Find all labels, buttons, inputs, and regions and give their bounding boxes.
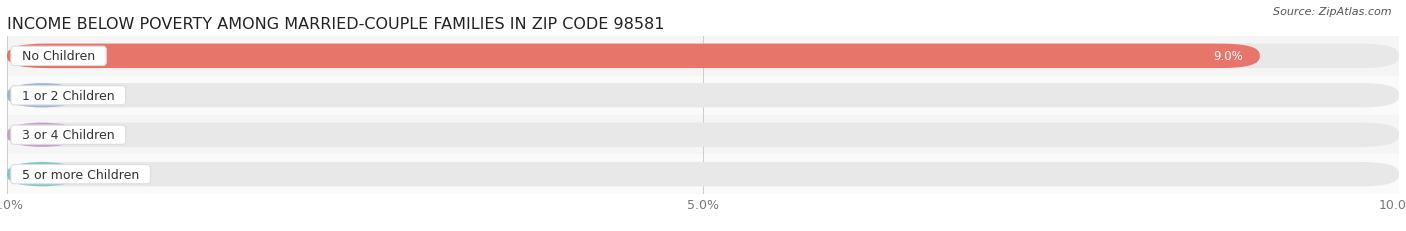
Bar (7, 76, 1399, 116)
FancyBboxPatch shape (7, 162, 1399, 187)
Text: 5 or more Children: 5 or more Children (14, 168, 148, 181)
Text: 0.0%: 0.0% (97, 89, 127, 102)
Text: INCOME BELOW POVERTY AMONG MARRIED-COUPLE FAMILIES IN ZIP CODE 98581: INCOME BELOW POVERTY AMONG MARRIED-COUPL… (7, 17, 665, 32)
FancyBboxPatch shape (7, 84, 77, 108)
Text: 3 or 4 Children: 3 or 4 Children (14, 129, 122, 142)
Text: 1 or 2 Children: 1 or 2 Children (14, 89, 122, 102)
Text: No Children: No Children (14, 50, 103, 63)
Bar (7, 155, 1399, 194)
Bar (7, 37, 1399, 76)
FancyBboxPatch shape (7, 84, 1399, 108)
Text: Source: ZipAtlas.com: Source: ZipAtlas.com (1274, 7, 1392, 17)
Bar (7, 116, 1399, 155)
Text: 0.0%: 0.0% (97, 168, 127, 181)
Text: 9.0%: 9.0% (1213, 50, 1243, 63)
FancyBboxPatch shape (7, 123, 77, 147)
FancyBboxPatch shape (7, 162, 77, 187)
FancyBboxPatch shape (7, 123, 1399, 147)
Text: 0.0%: 0.0% (97, 129, 127, 142)
FancyBboxPatch shape (7, 44, 1399, 69)
FancyBboxPatch shape (7, 44, 1260, 69)
